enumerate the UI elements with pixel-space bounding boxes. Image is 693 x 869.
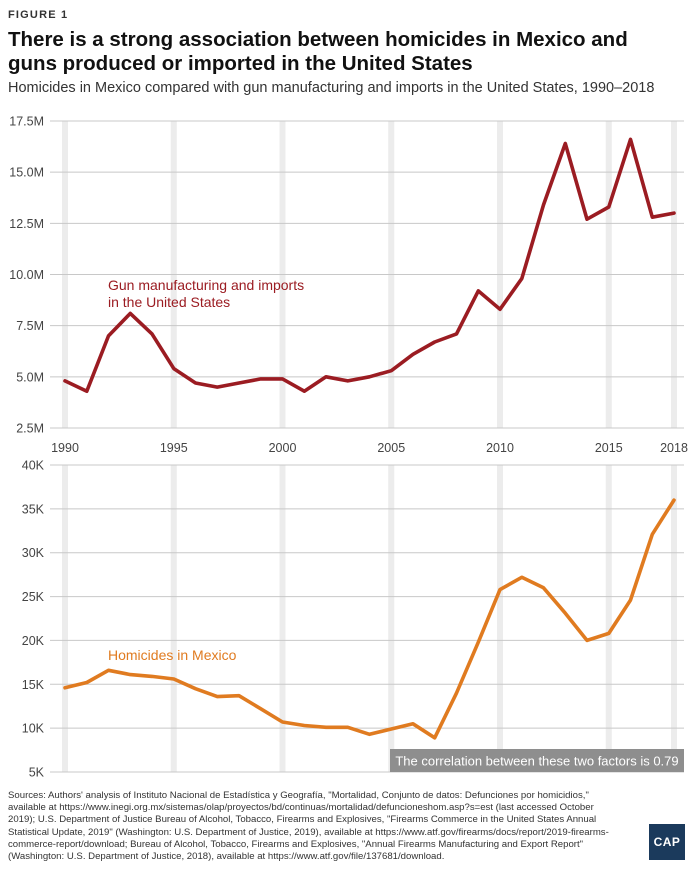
correlation-callout-text: The correlation between these two factor…: [395, 754, 678, 769]
x-tick-label: 2010: [486, 441, 514, 455]
homicide-y-tick-label: 35K: [22, 502, 45, 516]
homicide-year-band: [671, 465, 677, 772]
homicide-y-tick-label: 20K: [22, 634, 45, 648]
gun-y-tick-label: 2.5M: [16, 422, 44, 436]
homicide-year-band: [497, 465, 503, 772]
gun-y-tick-label: 12.5M: [9, 217, 44, 231]
homicide-y-tick-label: 25K: [22, 590, 45, 604]
homicide-y-tick-label: 15K: [22, 678, 45, 692]
homicide-year-band: [279, 465, 286, 772]
chart-title: There is a strong association between ho…: [8, 28, 628, 75]
correlation-callout: The correlation between these two factor…: [390, 749, 684, 772]
x-tick-label: 2018: [660, 441, 688, 455]
gun-y-tick-label: 10.0M: [9, 268, 44, 282]
homicide-year-band: [388, 465, 395, 772]
homicide-year-band: [62, 465, 68, 772]
gun-y-tick-label: 17.5M: [9, 115, 44, 129]
x-tick-label: 2000: [269, 441, 297, 455]
figure-label: FIGURE 1: [8, 9, 69, 21]
homicide-year-band: [605, 465, 612, 772]
x-tick-label: 2015: [595, 441, 623, 455]
sources-note: Sources: Authors' analysis of Instituto …: [8, 790, 609, 863]
x-tick-label: 2005: [377, 441, 405, 455]
cap-logo: CAP: [649, 824, 685, 860]
homicide-y-tick-label: 30K: [22, 546, 45, 560]
x-tick-label: 1990: [51, 441, 79, 455]
homicide-year-band: [170, 465, 177, 772]
gun-chart: 17.5M 15.0M 12.5M 10.0M 7.5M 5.0M 2.5M 1990 1995…: [9, 115, 688, 456]
homicide-y-tick-label: 5K: [29, 766, 45, 780]
homicide-chart: 40K 35K 30K 25K 20K 15K 10K 5K Homicides in Mexi…: [22, 459, 684, 780]
charts-canvas: 17.5M 15.0M 12.5M 10.0M 7.5M 5.0M 2.5M 1990 1995…: [9, 115, 688, 780]
homicide-series-label: Homicides in Mexico: [108, 647, 237, 663]
gun-series-line: [63, 137, 676, 394]
homicide-y-tick-label: 40K: [22, 459, 45, 473]
gun-series-label: in the United States: [108, 294, 230, 310]
gun-series-label: Gun manufacturing and imports: [108, 277, 304, 293]
chart-subtitle: Homicides in Mexico compared with gun ma…: [8, 80, 655, 96]
homicide-y-tick-label: 10K: [22, 722, 45, 736]
gun-y-tick-label: 5.0M: [16, 370, 44, 384]
homicide-series-line: [63, 498, 676, 740]
gun-y-tick-label: 15.0M: [9, 166, 44, 180]
x-tick-label: 1995: [160, 441, 188, 455]
gun-y-tick-label: 7.5M: [16, 319, 44, 333]
